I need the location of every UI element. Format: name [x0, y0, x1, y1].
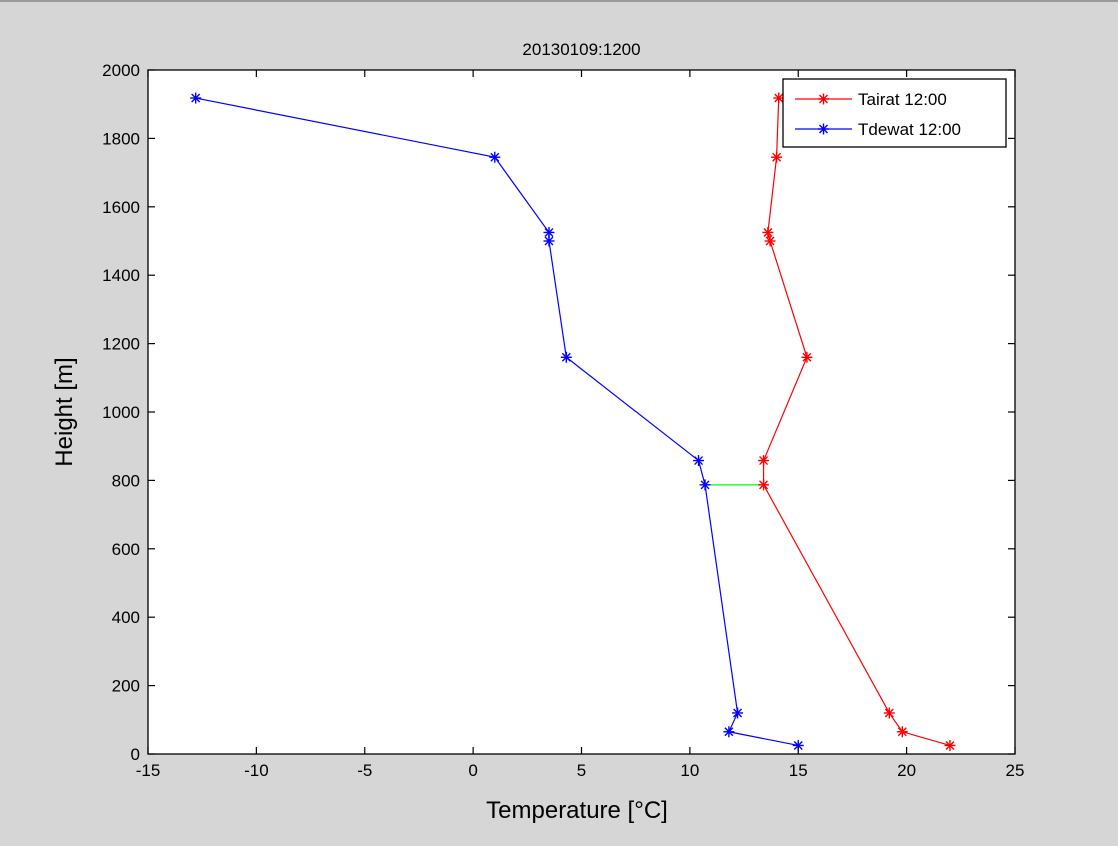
- data-point-tdewat: [543, 226, 555, 238]
- data-point-tdewat: [723, 726, 735, 738]
- y-tick-label: 200: [112, 677, 140, 696]
- y-tick-label: 0: [131, 745, 140, 764]
- data-point-tairat: [762, 226, 774, 238]
- data-point-tairat: [896, 726, 908, 738]
- x-tick-label: 0: [468, 761, 477, 780]
- y-tick-label: 800: [112, 471, 140, 490]
- series-line-tairat: [762, 98, 951, 747]
- data-point-tdewat: [560, 351, 572, 363]
- y-tick-label: 400: [112, 608, 140, 627]
- data-point-tdewat: [190, 92, 202, 104]
- data-point-tairat: [801, 351, 813, 363]
- y-tick-label: 1200: [102, 335, 140, 354]
- y-tick-label: 600: [112, 540, 140, 559]
- y-tick-label: 1600: [102, 198, 140, 217]
- data-point-tairat: [944, 739, 956, 751]
- legend-label-tairat: Tairat 12:00: [858, 90, 947, 109]
- x-tick-label: 5: [577, 761, 586, 780]
- legend-box: [782, 78, 1007, 148]
- y-tick-label: 1000: [102, 403, 140, 422]
- x-tick-label: -5: [357, 761, 372, 780]
- y-tick-label: 1400: [102, 266, 140, 285]
- x-axis-label: Temperature [°C]: [486, 797, 668, 824]
- series-line-tdewat: [195, 97, 799, 747]
- legend-marker-tairat: [818, 93, 829, 105]
- x-tick-label: 20: [897, 761, 916, 780]
- x-tick-label: 15: [789, 761, 808, 780]
- x-tick-label: 10: [680, 761, 699, 780]
- legend-label-tdewat: Tdewat 12:00: [858, 120, 961, 139]
- y-axis-label: Height [m]: [51, 357, 78, 466]
- legend-marker-tdewat: [818, 123, 829, 135]
- data-point-tairat: [758, 455, 770, 467]
- x-tick-label: -15: [136, 761, 161, 780]
- data-point-tdewat: [489, 151, 501, 163]
- axis-ticks: -15 -10 -5 0 5 10 15 20 25 0 200 400 600 800 1000 1200 1…: [102, 61, 1024, 780]
- data-point-tairat: [764, 235, 776, 247]
- data-point-tairat: [883, 707, 895, 719]
- axes-box: [147, 69, 1016, 755]
- x-tick-label: -10: [244, 761, 269, 780]
- data-point-tdewat: [699, 479, 711, 491]
- chart-title: 20130109:1200: [522, 40, 640, 59]
- legend: Tairat 12:00 Tdewat 12:00: [782, 78, 1007, 148]
- data-point-tdewat: [732, 707, 744, 719]
- data-point-tdewat: [693, 455, 705, 467]
- x-tick-label: 25: [1006, 761, 1025, 780]
- y-tick-label: 1800: [102, 129, 140, 148]
- data-point-tairat: [771, 151, 783, 163]
- data-point-tairat: [758, 479, 770, 491]
- plot-area: [148, 70, 1015, 754]
- y-tick-label: 2000: [102, 61, 140, 80]
